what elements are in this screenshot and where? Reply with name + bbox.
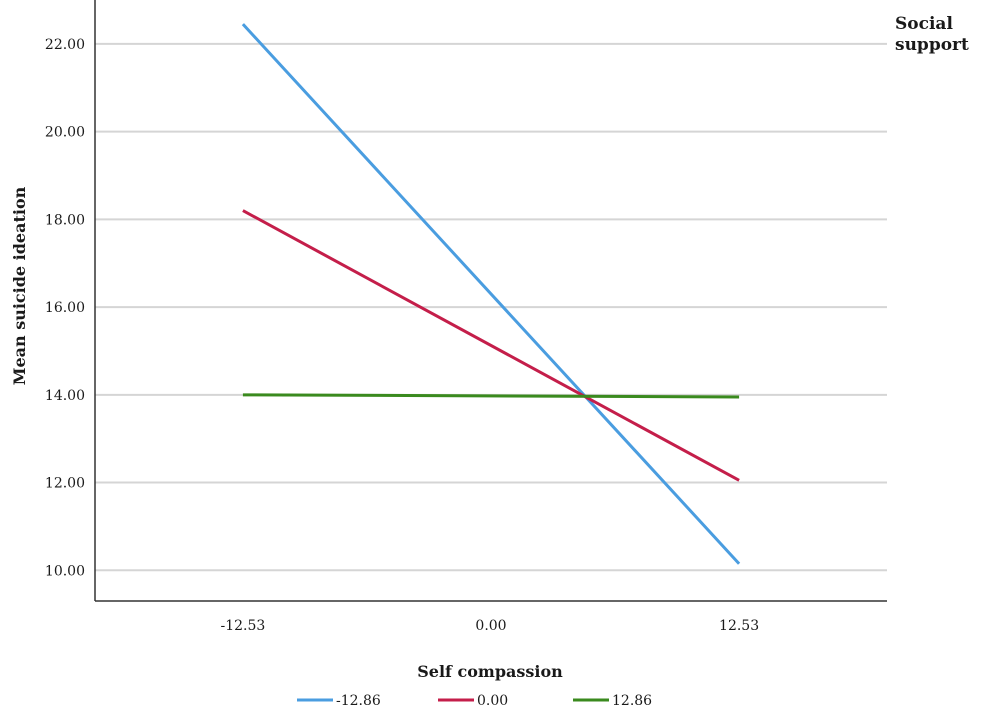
y-tick-label: 16.00: [45, 300, 85, 316]
series-line: [242, 393, 740, 399]
y-tick-label: 22.00: [45, 37, 85, 53]
legend-label: 0.00: [477, 693, 508, 709]
x-tick-label: -12.53: [220, 618, 265, 634]
y-tick-label: 10.00: [45, 563, 85, 579]
legend: -12.86 0.00 12.86: [297, 693, 652, 709]
x-axis-title: Self compassion: [417, 662, 563, 681]
y-tick-label: 14.00: [45, 388, 85, 404]
legend-title-line-1: Social: [895, 14, 953, 34]
series-lines: [241, 23, 741, 565]
y-axis-title: Mean suicide ideation: [10, 186, 29, 385]
series-line: [242, 209, 740, 482]
x-tick-label: 12.53: [719, 618, 759, 634]
axes: [94, 0, 887, 602]
x-tick-label: 0.00: [475, 618, 506, 634]
y-tick-label: 12.00: [45, 476, 85, 492]
y-tick-label: 20.00: [45, 125, 85, 141]
legend-label: -12.86: [336, 693, 381, 709]
series-line: [241, 23, 741, 565]
legend-label: 12.86: [612, 693, 652, 709]
y-tick-label: 18.00: [45, 212, 85, 228]
legend-title-line-2: support: [895, 35, 969, 55]
legend-title: Social support: [895, 14, 969, 55]
gridlines: [95, 42, 887, 572]
tick-labels: 10.00 12.00 14.00 16.00 18.00 20.00 22.00 -12.5…: [45, 37, 759, 634]
